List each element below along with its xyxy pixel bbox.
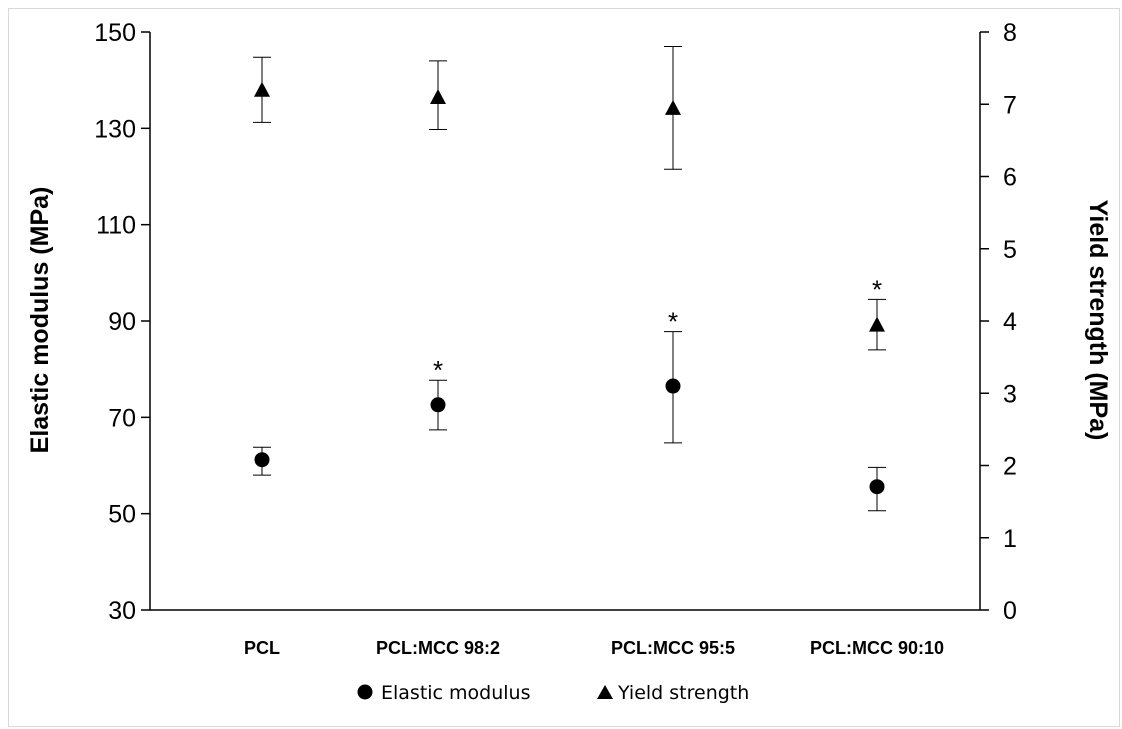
elastic-modulus-point <box>254 452 270 468</box>
y-tick-label: 50 <box>108 501 136 529</box>
y2-tick-label: 2 <box>1003 453 1017 481</box>
category-label: PCL <box>244 638 280 658</box>
y2-tick-label: 4 <box>1003 308 1017 336</box>
significance-star: * <box>433 355 443 385</box>
significance-star: * <box>668 307 678 337</box>
left-y-ticks: 30 50 70 90 110 130 150 <box>94 19 150 625</box>
yield-strength-point <box>665 99 681 115</box>
y-axis-title: Elastic modulus (MPa) <box>26 187 54 454</box>
yield-strength-point <box>254 81 270 97</box>
y-tick-label: 110 <box>96 212 136 240</box>
yield-strength-point <box>430 89 446 105</box>
legend: Elastic modulus Yield strength <box>357 682 749 704</box>
category-label: PCL:MCC 90:10 <box>810 638 944 658</box>
category-label: PCL:MCC 95:5 <box>611 638 735 658</box>
y-tick-label: 90 <box>108 308 136 336</box>
legend-label-yield-strength: Yield strength <box>617 682 749 704</box>
error-bars <box>253 45 886 512</box>
y2-tick-label: 5 <box>1003 236 1017 264</box>
category-label: PCL:MCC 98:2 <box>376 638 500 658</box>
y-tick-label: 130 <box>94 115 136 143</box>
y2-axis-title: Yield strength (MPa) <box>1084 200 1112 441</box>
y2-tick-label: 8 <box>1003 19 1017 47</box>
axes <box>149 32 981 611</box>
y-tick-label: 150 <box>94 19 136 47</box>
y2-tick-label: 1 <box>1003 525 1017 553</box>
legend-circle-icon <box>357 684 373 700</box>
category-labels: PCL PCL:MCC 98:2 PCL:MCC 95:5 PCL:MCC 90:10 <box>244 638 944 658</box>
data-points <box>254 81 885 495</box>
chart-frame <box>8 8 1120 727</box>
significance-star: * <box>872 274 882 304</box>
significance-annotations: * * * <box>433 274 882 385</box>
y2-tick-label: 0 <box>1003 597 1017 625</box>
elastic-modulus-point <box>430 397 446 413</box>
y2-tick-label: 6 <box>1003 164 1017 192</box>
y2-tick-label: 3 <box>1003 380 1017 408</box>
yield-strength-point <box>869 316 885 332</box>
y-tick-label: 30 <box>108 597 136 625</box>
y2-tick-label: 7 <box>1003 91 1017 119</box>
y-tick-label: 70 <box>108 404 136 432</box>
right-y-ticks: 0 1 2 3 4 5 6 7 8 <box>980 19 1017 625</box>
legend-label-elastic-modulus: Elastic modulus <box>381 682 531 704</box>
elastic-modulus-point <box>869 479 885 495</box>
legend-triangle-icon <box>597 685 613 699</box>
elastic-modulus-point <box>665 378 681 394</box>
